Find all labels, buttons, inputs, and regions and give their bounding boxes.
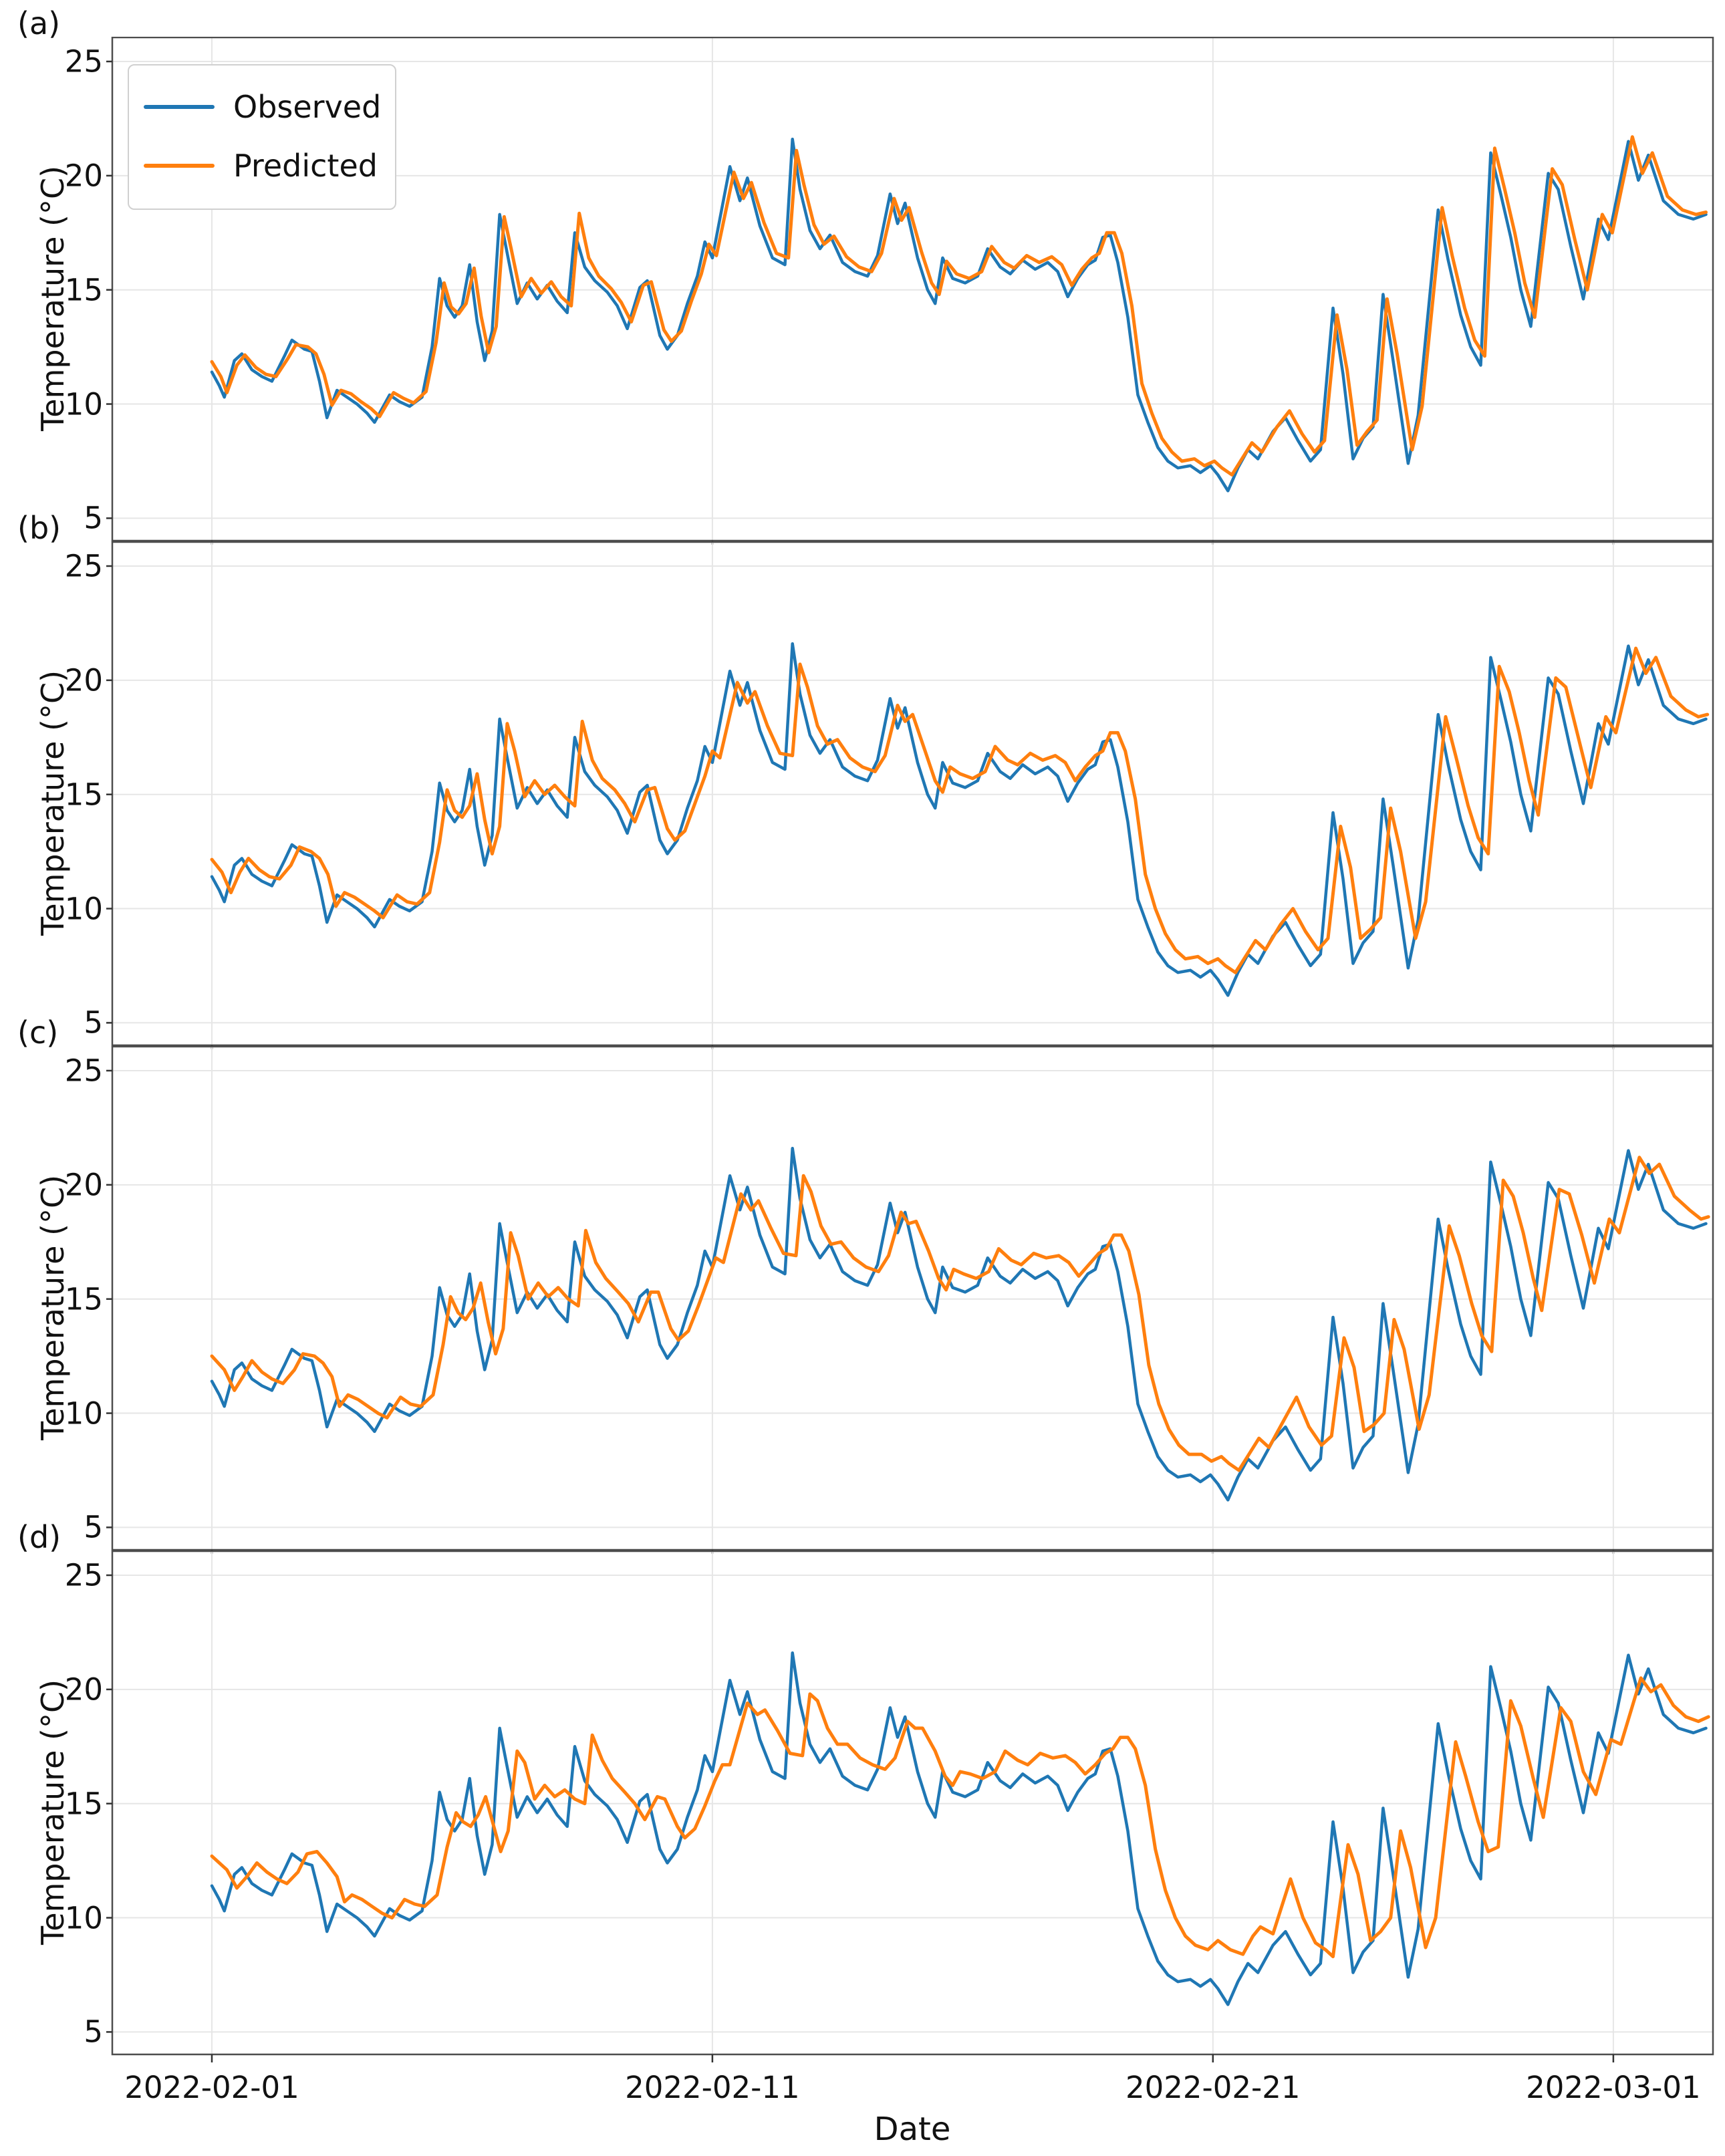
y-tick-label: 20 xyxy=(64,1671,103,1708)
y-tick-label: 5 xyxy=(84,1509,103,1545)
predicted-series xyxy=(210,1676,1710,1959)
x-tick-label: 2022-02-21 xyxy=(1125,2070,1301,2105)
panel-b-plot xyxy=(106,541,1714,1049)
panel-label-a: (a) xyxy=(17,5,61,41)
y-tick-label: 20 xyxy=(64,158,103,194)
x-tick-label: 2022-02-01 xyxy=(124,2070,299,2105)
legend-predicted-label: Predicted xyxy=(233,148,378,184)
y-tick-label: 15 xyxy=(64,777,103,813)
observed-series xyxy=(210,642,1708,997)
observed-series xyxy=(210,1651,1708,2006)
panel-label-c: (c) xyxy=(17,1015,59,1051)
observed-series xyxy=(210,137,1708,493)
legend-observed-label: Observed xyxy=(233,89,382,125)
legend: Observed Predicted xyxy=(128,64,396,210)
y-tick-label: 5 xyxy=(84,2014,103,2050)
y-tick-label: 25 xyxy=(64,1557,103,1593)
y-tick-label: 10 xyxy=(64,386,103,422)
observed-series xyxy=(210,1146,1708,1502)
y-tick-label: 15 xyxy=(64,1786,103,1822)
panel-d-plot xyxy=(106,1551,1714,2062)
predicted-line-swatch xyxy=(144,164,215,168)
y-tick-label: 25 xyxy=(64,43,103,80)
y-tick-label: 20 xyxy=(64,662,103,698)
y-tick-label: 10 xyxy=(64,891,103,927)
panel-label-d: (d) xyxy=(17,1519,61,1555)
panel-c-plot xyxy=(106,1046,1714,1554)
y-tick-label: 5 xyxy=(84,500,103,536)
y-tick-label: 25 xyxy=(64,1053,103,1089)
y-tick-label: 25 xyxy=(64,548,103,584)
legend-item-observed: Observed xyxy=(129,86,395,128)
y-tick-label: 10 xyxy=(64,1395,103,1432)
predicted-series xyxy=(210,135,1708,477)
y-tick-label: 20 xyxy=(64,1167,103,1203)
x-tick-label: 2022-03-01 xyxy=(1526,2070,1701,2105)
legend-item-predicted: Predicted xyxy=(129,144,395,187)
panel-label-b: (b) xyxy=(17,510,61,546)
predicted-series xyxy=(210,646,1710,974)
y-tick-label: 15 xyxy=(64,1281,103,1317)
y-tick-label: 15 xyxy=(64,272,103,308)
predicted-series xyxy=(210,1156,1710,1472)
observed-line-swatch xyxy=(144,105,215,109)
y-tick-label: 10 xyxy=(64,1900,103,1936)
x-axis-label: Date xyxy=(874,2111,951,2148)
y-tick-label: 5 xyxy=(84,1004,103,1041)
x-tick-label: 2022-02-11 xyxy=(625,2070,800,2105)
